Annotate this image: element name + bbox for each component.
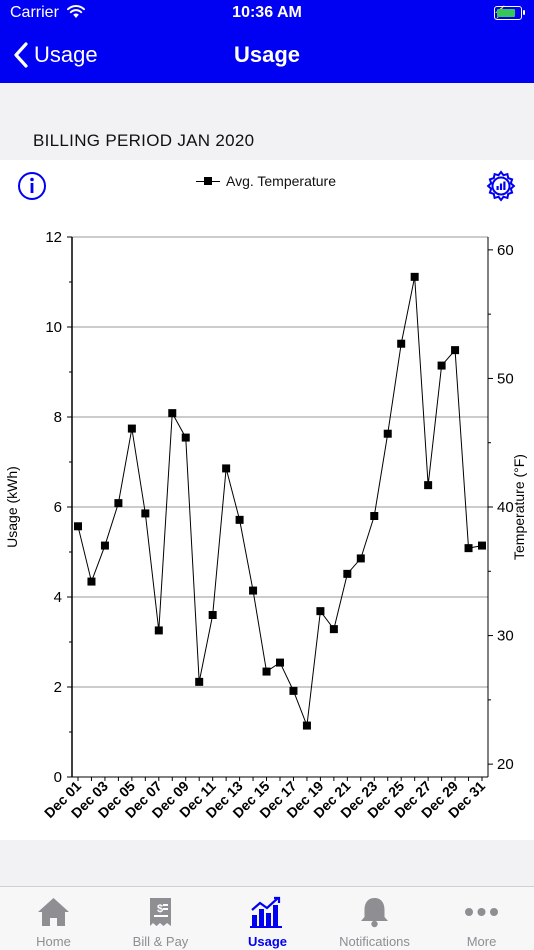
data-point (437, 361, 446, 370)
tab-usage[interactable]: Usage (214, 887, 321, 950)
y-axis-title: Usage (kWh) (4, 466, 20, 548)
y-tick-label: 6 (54, 499, 62, 516)
back-button[interactable]: Usage (14, 38, 98, 72)
info-button[interactable] (17, 171, 47, 201)
tab-usage-label: Usage (247, 934, 288, 949)
data-point (154, 626, 163, 635)
tab-home-label: Home (36, 934, 71, 949)
data-point (74, 522, 82, 531)
chart-footer-spacer (0, 840, 534, 886)
data-point (329, 625, 338, 634)
status-bar: Carrier 10:36 AM ⚡ (0, 0, 534, 28)
data-point (249, 586, 258, 595)
series-line-avg-temperature (77, 276, 483, 726)
y2-tick-label: 60 (497, 242, 514, 259)
data-point (100, 541, 109, 550)
battery-icon (494, 6, 525, 20)
data-point (316, 607, 325, 616)
data-point (114, 499, 123, 508)
y-tick-label: 2 (54, 679, 62, 696)
billing-period-label: BILLING PERIOD JAN 2020 (33, 131, 255, 150)
info-icon (18, 172, 46, 200)
y2-tick-label: 20 (497, 756, 514, 773)
data-point (478, 541, 486, 550)
legend-label: Avg. Temperature (226, 173, 336, 189)
chevron-left-icon (14, 42, 28, 68)
tab-more-label: More (466, 934, 497, 949)
data-point (141, 509, 150, 518)
data-point (356, 554, 365, 563)
ellipsis-icon (465, 908, 498, 916)
data-point (289, 686, 298, 695)
y2-tick-label: 30 (497, 628, 514, 645)
status-time: 10:36 AM (232, 4, 302, 21)
y-tick-label: 0 (54, 769, 62, 786)
data-point (87, 577, 96, 586)
data-point (127, 424, 136, 433)
data-point (208, 611, 217, 619)
y-tick-label: 8 (54, 409, 62, 426)
data-point (181, 433, 190, 442)
wifi-icon (66, 3, 86, 24)
data-point (262, 667, 271, 676)
data-point (370, 512, 379, 520)
data-point (222, 464, 231, 473)
data-point (343, 569, 352, 578)
data-point (410, 272, 419, 281)
y-tick-label: 4 (54, 589, 62, 606)
data-point (383, 429, 392, 438)
data-point (235, 515, 244, 524)
period-header (0, 83, 534, 160)
data-point (424, 481, 433, 490)
data-point (397, 339, 406, 348)
tab-home[interactable]: Home (0, 887, 107, 950)
svg-text:$: $ (157, 903, 163, 915)
y2-tick-label: 50 (497, 370, 514, 387)
legend-swatch (196, 174, 220, 188)
bell-icon (361, 898, 388, 928)
tab-notifications[interactable]: Notifications (321, 887, 428, 950)
y-tick-label: 12 (45, 229, 62, 246)
y-tick-label: 10 (45, 319, 62, 336)
tab-bill-pay[interactable]: $ Bill & Pay (107, 887, 214, 950)
tab-more[interactable]: More (428, 887, 534, 950)
data-point (464, 544, 473, 553)
tab-notifications-label: Notifications (339, 934, 410, 949)
bar-chart-icon (250, 896, 282, 928)
navigation-bar: Usage Usage (0, 30, 534, 80)
carrier-label: Carrier (10, 4, 59, 21)
data-point (302, 721, 311, 730)
chart-panel (0, 160, 534, 840)
bill-icon: $ (150, 898, 171, 926)
data-point (451, 346, 460, 355)
usage-chart: 0 2 4 6 8 10 12 20 30 40 50 60 Usage (kWh) Temperatur… (4, 229, 527, 821)
y2-tick-label: 40 (497, 499, 514, 516)
page-title: Usage (233, 42, 301, 67)
chart-legend: Avg. Temperature (196, 172, 336, 190)
chart-settings-button[interactable] (484, 169, 518, 203)
top-bar: Carrier 10:36 AM ⚡ Usage Usage (0, 0, 534, 83)
data-point (168, 409, 177, 418)
data-point (276, 658, 284, 667)
y2-axis-title: Temperature (°F) (511, 454, 527, 560)
data-point (195, 677, 204, 686)
gear-chart-icon (486, 170, 516, 202)
house-icon (38, 898, 69, 926)
tab-bar: Home $ Bill & Pay Usage Notifications (0, 886, 534, 950)
back-button-label: Usage (34, 42, 98, 67)
tab-bill-pay-label: Bill & Pay (132, 934, 189, 949)
